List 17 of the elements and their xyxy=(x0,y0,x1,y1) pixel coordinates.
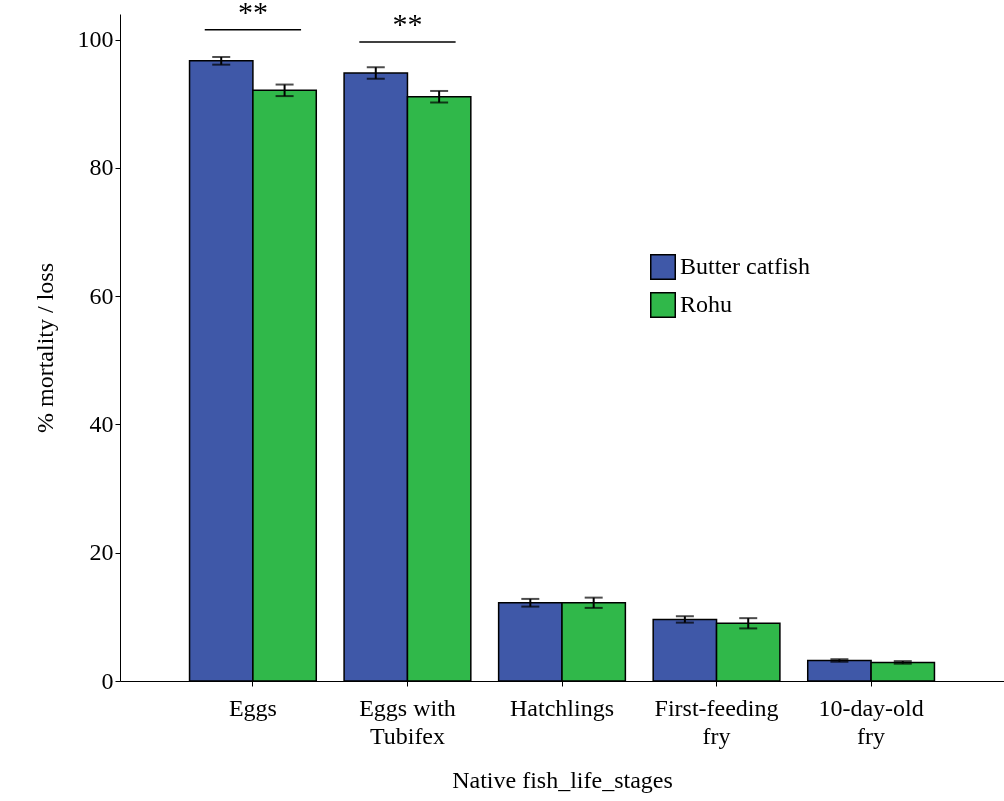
y-tick-label: 40 xyxy=(89,410,114,437)
y-tick-label: 100 xyxy=(77,26,114,53)
y-axis-title: % mortality / loss xyxy=(31,263,58,433)
x-axis-title: Native fish_life_stages xyxy=(452,766,673,793)
x-tick-label: First-feeding fry xyxy=(654,694,779,749)
y-tick-label: 60 xyxy=(89,282,114,309)
y-tick-label: 0 xyxy=(101,667,114,694)
y-tick-label: 20 xyxy=(89,539,114,566)
annotation: ** xyxy=(392,7,423,40)
legend-label: Butter catfish xyxy=(680,253,810,279)
annotation: ** xyxy=(237,0,268,28)
legend-label: Rohu xyxy=(680,291,733,317)
y-tick-label: 80 xyxy=(89,154,114,181)
x-tick-label: Eggs xyxy=(228,694,277,721)
x-tick-label: Hatchlings xyxy=(510,694,614,721)
x-tick-label: 10-day-old fry xyxy=(818,694,924,749)
x-tick-label: Eggs with Tubifex xyxy=(359,694,456,749)
